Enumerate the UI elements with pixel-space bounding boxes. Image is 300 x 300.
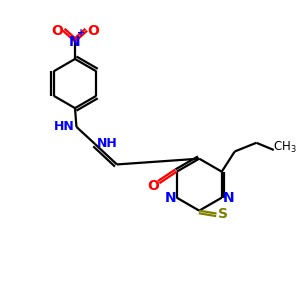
Text: HN: HN (54, 120, 75, 133)
Text: O: O (51, 24, 63, 38)
Text: O: O (87, 24, 99, 38)
Text: N: N (222, 191, 234, 205)
Text: NH: NH (97, 137, 118, 150)
Text: S: S (218, 207, 228, 220)
Text: O: O (148, 179, 160, 193)
Text: CH$_3$: CH$_3$ (273, 140, 297, 155)
Text: +: + (77, 28, 85, 38)
Text: N: N (164, 191, 176, 205)
Text: N: N (69, 35, 81, 49)
